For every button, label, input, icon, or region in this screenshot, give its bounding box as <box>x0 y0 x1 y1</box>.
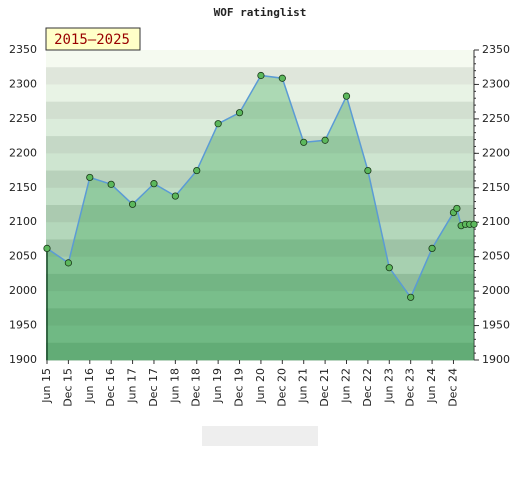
marker <box>107 180 115 188</box>
y-tick-label: 2250 <box>9 112 37 125</box>
marker <box>43 244 51 252</box>
marker <box>150 180 158 188</box>
y-tick-label: 2050 <box>9 250 37 263</box>
marker <box>453 204 461 213</box>
x-tick-label: Dec 17 <box>147 368 160 407</box>
y2-tick-label: 2250 <box>482 112 510 125</box>
x-tick-label: Jun 20 <box>254 368 267 404</box>
y-tick-label: 2150 <box>9 181 37 194</box>
y-tick-label: 2350 <box>9 43 37 56</box>
x-tick-label: Jun 15 <box>40 368 53 404</box>
x-tick-label: Dec 18 <box>190 368 203 407</box>
background-band <box>46 291 474 309</box>
y2-tick-label: 2100 <box>482 215 510 228</box>
y-tick-label: 2200 <box>9 146 37 159</box>
x-tick-label: Dec 16 <box>104 368 117 407</box>
marker <box>193 166 201 175</box>
x-tick-label: Dec 23 <box>404 368 417 407</box>
marker <box>257 71 265 80</box>
background-band <box>46 136 474 154</box>
background-band <box>46 50 474 68</box>
y2-tick-label: 2150 <box>482 181 510 194</box>
marker <box>364 166 372 175</box>
y2-tick-label: 2200 <box>482 146 510 159</box>
marker <box>128 200 137 208</box>
marker <box>321 136 329 144</box>
y2-tick-label: 2050 <box>482 250 510 263</box>
x-tick-label: Jun 24 <box>425 368 438 404</box>
marker <box>278 74 286 82</box>
x-tick-label: Jun 19 <box>211 368 224 404</box>
x-tick-label: Dec 21 <box>318 368 331 407</box>
period-label: 2015–2025 <box>54 32 130 48</box>
marker <box>407 293 415 301</box>
legend <box>202 426 318 446</box>
y-tick-label: 1950 <box>9 319 37 332</box>
y2-tick-label: 2300 <box>482 77 510 90</box>
marker <box>470 220 478 228</box>
y-tick-label: 2100 <box>9 215 37 228</box>
marker <box>342 92 351 100</box>
chart-title: WOF ratinglist <box>214 6 307 19</box>
x-tick-label: Dec 24 <box>446 368 459 407</box>
x-tick-label: Jun 22 <box>339 368 352 404</box>
y-tick-label: 1900 <box>9 353 37 366</box>
y-tick-label: 2300 <box>9 77 37 90</box>
marker <box>86 173 94 182</box>
x-tick-label: Jun 23 <box>382 368 395 404</box>
background-band <box>46 308 474 327</box>
background-band <box>46 84 474 103</box>
x-tick-label: Jun 18 <box>168 368 181 404</box>
marker <box>300 138 308 146</box>
background-band <box>46 256 474 275</box>
y2-tick-label: 1950 <box>482 319 510 332</box>
background-band <box>46 273 474 292</box>
period-badge <box>45 27 141 51</box>
x-tick-label: Jun 21 <box>297 368 310 404</box>
y2-tick-label: 2350 <box>482 43 510 56</box>
y2-tick-label: 1900 <box>482 353 510 366</box>
background-band <box>46 239 474 258</box>
marker <box>428 244 436 252</box>
background-band <box>46 205 474 223</box>
background-band <box>46 222 474 240</box>
background-band <box>46 325 474 344</box>
x-tick-label: Jun 16 <box>83 368 96 404</box>
y2-tick-label: 2000 <box>482 284 510 297</box>
background-band <box>46 118 474 137</box>
marker <box>64 259 72 267</box>
x-tick-label: Jun 17 <box>126 368 139 404</box>
x-tick-label: Dec 15 <box>61 368 74 407</box>
area <box>47 75 474 360</box>
marker <box>171 192 179 200</box>
background-band <box>46 342 474 361</box>
y-tick-label: 2000 <box>9 284 37 297</box>
x-tick-label: Dec 19 <box>233 368 246 407</box>
background-band <box>46 187 474 206</box>
x-tick-label: Dec 22 <box>361 368 374 407</box>
marker <box>214 120 222 128</box>
background-band <box>46 101 474 120</box>
marker <box>235 109 244 117</box>
marker <box>385 264 393 272</box>
x-tick-label: Dec 20 <box>275 368 288 407</box>
